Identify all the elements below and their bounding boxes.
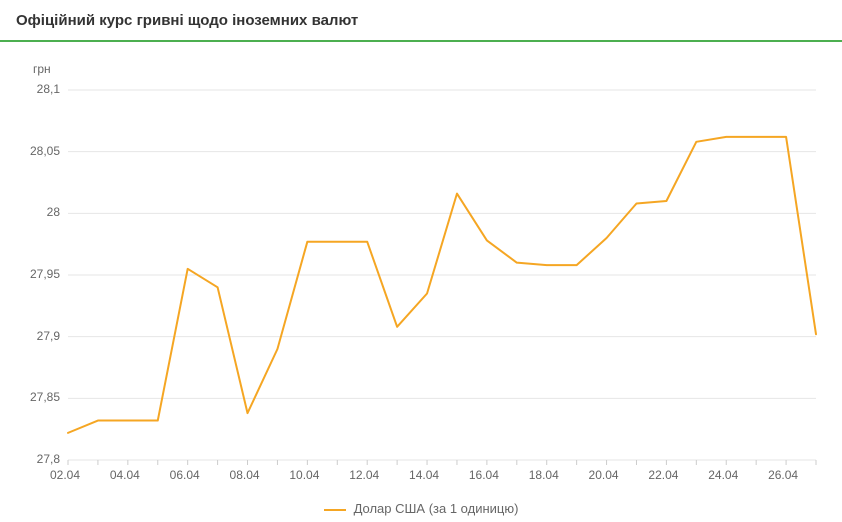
y-tick-label: 27,9 — [37, 329, 60, 343]
chart-container: Офіційний курс гривні щодо іноземних вал… — [0, 0, 842, 522]
series-line — [68, 137, 816, 433]
y-tick-label: 28 — [47, 205, 60, 219]
y-tick-label: 28,1 — [37, 82, 60, 96]
legend-label: Долар США (за 1 одиницю) — [354, 501, 519, 516]
y-tick-label: 27,85 — [30, 390, 60, 404]
x-tick-label: 18.04 — [529, 468, 559, 482]
chart-area: грн 27,827,8527,927,952828,0528,1 02.040… — [0, 42, 842, 522]
legend-swatch — [324, 509, 346, 511]
x-tick-label: 16.04 — [469, 468, 499, 482]
x-tick-label: 08.04 — [230, 468, 260, 482]
x-tick-label: 10.04 — [289, 468, 319, 482]
legend: Долар США (за 1 одиницю) — [0, 501, 842, 516]
y-tick-label: 27,8 — [37, 452, 60, 466]
x-tick-label: 20.04 — [589, 468, 619, 482]
y-tick-label: 27,95 — [30, 267, 60, 281]
x-tick-label: 26.04 — [768, 468, 798, 482]
line-chart-svg — [0, 42, 842, 482]
x-tick-label: 04.04 — [110, 468, 140, 482]
x-tick-label: 22.04 — [648, 468, 678, 482]
x-tick-label: 06.04 — [170, 468, 200, 482]
chart-title: Офіційний курс гривні щодо іноземних вал… — [16, 12, 358, 29]
x-tick-label: 14.04 — [409, 468, 439, 482]
x-tick-label: 24.04 — [708, 468, 738, 482]
y-tick-label: 28,05 — [30, 144, 60, 158]
x-tick-label: 02.04 — [50, 468, 80, 482]
x-tick-label: 12.04 — [349, 468, 379, 482]
